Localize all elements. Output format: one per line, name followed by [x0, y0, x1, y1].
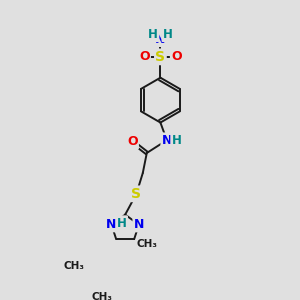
Text: H: H	[117, 217, 127, 230]
Text: S: S	[131, 187, 141, 201]
Text: O: O	[139, 50, 150, 63]
Text: CH₃: CH₃	[137, 239, 158, 249]
Text: N: N	[162, 134, 172, 147]
Text: N: N	[134, 218, 144, 231]
Text: O: O	[127, 135, 138, 148]
Text: O: O	[171, 50, 182, 63]
Text: H: H	[172, 134, 182, 147]
Text: H: H	[163, 28, 172, 41]
Text: S: S	[155, 50, 165, 64]
Text: N: N	[155, 33, 166, 46]
Text: CH₃: CH₃	[91, 292, 112, 300]
Text: N: N	[106, 218, 117, 231]
Text: CH₃: CH₃	[64, 261, 85, 272]
Text: H: H	[148, 28, 158, 41]
